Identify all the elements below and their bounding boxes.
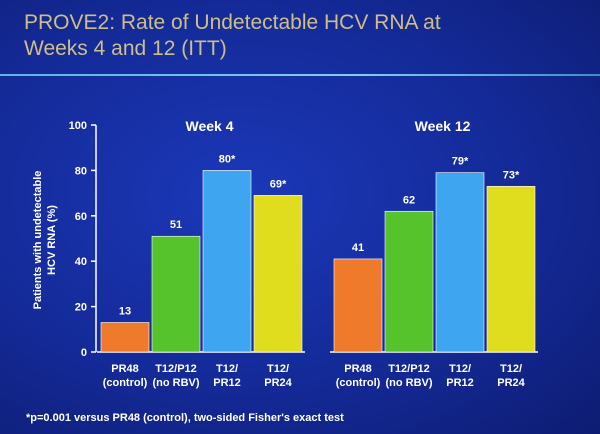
plot-area: 0 20 40 60 80 100 Week 4 13 PR48 (control) 51 T12/P… — [69, 118, 538, 389]
bar-category-label: PR48 — [111, 363, 139, 375]
bar-category-label: (control) — [103, 377, 148, 389]
bar-category-label: PR24 — [497, 377, 525, 389]
bar — [384, 210, 434, 353]
bar — [253, 195, 303, 353]
y-tick-label: 0 — [81, 347, 87, 359]
footnote: *p=0.001 versus PR48 (control), two-side… — [26, 412, 344, 424]
bar-value-label: 80* — [219, 153, 236, 165]
y-tick-label: 20 — [75, 302, 87, 314]
bar-category-label: T12/ — [449, 363, 471, 375]
bar-category-label: PR24 — [264, 377, 292, 389]
slide-title: PROVE2: Rate of Undetectable HCV RNA at … — [24, 10, 584, 62]
bar-value-label: 41 — [352, 242, 364, 254]
bar-value-label: 69* — [270, 178, 287, 190]
bar-category-label: PR12 — [213, 377, 241, 389]
title-divider — [0, 74, 600, 76]
bar-category-label: (control) — [336, 377, 381, 389]
bar — [100, 322, 150, 353]
y-axis-label-line1: Patients with undetectable — [32, 171, 44, 310]
title-line-1: PROVE2: Rate of Undetectable HCV RNA at — [24, 11, 441, 34]
bar-category-label: (no RBV) — [152, 377, 199, 389]
bar-value-label: 79* — [452, 156, 469, 168]
bar-category-label: T12/ — [267, 363, 289, 375]
y-tick-label: 40 — [75, 256, 87, 268]
y-tick-label: 80 — [75, 165, 87, 177]
bar — [202, 170, 252, 353]
bar-value-label: 62 — [403, 194, 415, 206]
bar-category-label: (no RBV) — [385, 377, 432, 389]
bar-value-label: 73* — [503, 169, 520, 181]
bar-category-label: PR12 — [446, 377, 474, 389]
title-line-2: Weeks 4 and 12 (ITT) — [24, 37, 227, 60]
bar-category-label: T12/P12 — [388, 363, 430, 375]
y-axis-label-line2: HCV RNA (%) — [46, 205, 58, 275]
bar — [151, 235, 201, 353]
bar-category-label: T12/P12 — [155, 363, 197, 375]
y-tick-label: 60 — [75, 211, 87, 223]
bar — [486, 185, 536, 353]
bar-category-label: T12/ — [500, 363, 522, 375]
bar-category-label: T12/ — [216, 363, 238, 375]
bar-value-label: 51 — [170, 219, 182, 231]
bar — [435, 172, 485, 353]
group-title: Week 4 — [186, 118, 234, 134]
group-title: Week 12 — [415, 118, 471, 134]
y-tick-label: 100 — [69, 120, 87, 132]
bar-category-label: PR48 — [344, 363, 372, 375]
bar-value-label: 13 — [119, 305, 131, 317]
bar — [333, 258, 383, 353]
